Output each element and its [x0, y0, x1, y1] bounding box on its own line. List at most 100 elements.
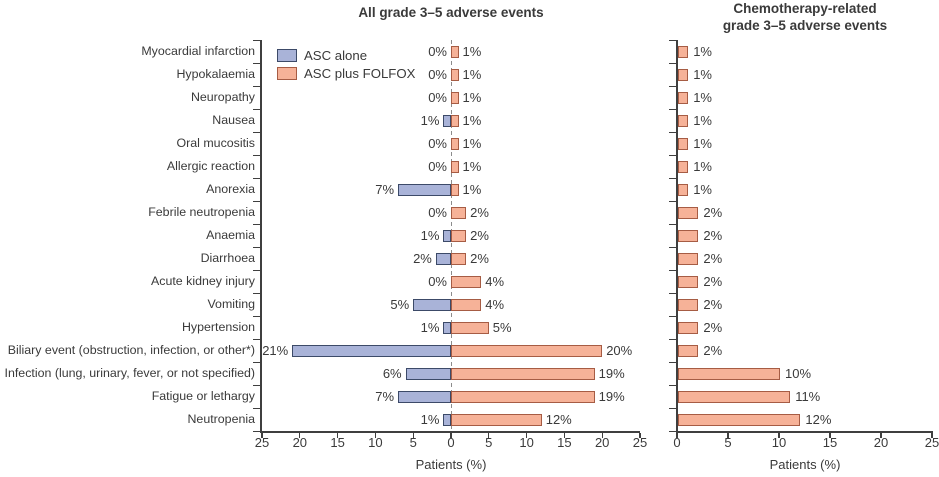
chemo-related-bar — [678, 298, 699, 311]
y-axis-tick — [253, 63, 260, 65]
y-axis-tick — [253, 270, 260, 272]
y-axis-tick — [669, 270, 676, 272]
category-label: Allergic reaction — [166, 159, 255, 173]
asc-alone-bar — [398, 183, 451, 196]
chemo-related-value-label: 1% — [693, 159, 712, 174]
x-axis-tick — [412, 433, 414, 438]
x-axis-tick — [374, 433, 377, 438]
y-axis-tick — [253, 339, 260, 341]
chemo-related-bar — [678, 252, 699, 265]
folfox-bar — [451, 367, 595, 380]
asc-alone-value-label: 21% — [262, 343, 289, 358]
y-axis-tick — [669, 86, 676, 88]
category-label: Infection (lung, urinary, fever, or not … — [4, 366, 255, 380]
asc-alone-value-label: 0% — [428, 274, 447, 289]
category-label: Oral mucositis — [176, 136, 256, 150]
y-axis-tick — [253, 132, 260, 134]
chemo-related-bar — [678, 206, 699, 219]
y-axis-tick — [253, 247, 260, 249]
y-axis-tick — [669, 408, 676, 410]
category-label: Anaemia — [206, 228, 255, 242]
folfox-swatch-icon — [277, 66, 297, 80]
asc-alone-value-label: 5% — [390, 297, 410, 312]
folfox-value-label: 1% — [462, 113, 482, 128]
folfox-bar — [451, 206, 467, 219]
chemo-related-bar — [678, 367, 780, 380]
x-axis-tick — [880, 433, 882, 438]
y-axis-tick — [253, 178, 260, 180]
folfox-value-label: 1% — [462, 159, 482, 174]
x-axis-tick — [829, 433, 831, 438]
chemo-related-bar — [678, 229, 699, 242]
folfox-bar — [451, 114, 459, 127]
x-axis-tick-label: 15 — [557, 435, 572, 450]
y-axis-tick — [253, 385, 260, 387]
asc-alone-bar — [413, 298, 451, 311]
chemo-related-bar — [678, 275, 699, 288]
chemo-related-value-label: 1% — [693, 113, 712, 128]
right-panel-title-line1: Chemotherapy-related — [733, 1, 877, 16]
y-axis-tick — [669, 40, 676, 42]
x-axis-tick-label: 5 — [724, 435, 732, 450]
folfox-value-label: 2% — [470, 251, 489, 266]
chemo-related-value-label: 10% — [785, 366, 812, 381]
x-axis-tick — [299, 433, 301, 438]
chemo-related-value-label: 11% — [795, 389, 821, 404]
x-axis-tick-label: 20 — [292, 435, 308, 450]
asc-alone-bar — [405, 367, 451, 380]
asc-alone-bar — [443, 114, 451, 127]
chemo-related-bar — [678, 160, 689, 173]
y-axis-tick — [253, 362, 260, 364]
right-panel-title-line2: grade 3–5 adverse events — [722, 18, 888, 33]
asc-alone-swatch-icon — [277, 48, 297, 62]
asc-alone-bar — [443, 321, 451, 334]
x-axis-tick — [778, 433, 780, 438]
asc-alone-value-label: 7% — [375, 389, 395, 404]
folfox-bar — [451, 183, 459, 196]
y-axis-tick — [669, 431, 676, 433]
folfox-value-label: 4% — [485, 274, 505, 289]
x-axis-tick-label: 10 — [368, 435, 383, 450]
x-axis-tick-label: 25 — [254, 435, 270, 450]
category-label: Neutropenia — [187, 412, 255, 426]
x-axis-label-left: Patients (%) — [415, 457, 487, 472]
chemo-related-bar — [678, 321, 699, 334]
category-label: Vomiting — [207, 297, 255, 311]
legend-item-asc-alone: ASC alone — [277, 46, 415, 64]
y-axis-tick — [669, 201, 676, 203]
asc-alone-value-label: 7% — [375, 182, 395, 197]
chemo-related-bar — [678, 114, 689, 127]
chemo-related-value-label: 2% — [703, 297, 723, 312]
x-axis-tick-label: 10 — [519, 435, 534, 450]
y-axis-tick — [669, 178, 676, 180]
x-axis-tick — [727, 433, 729, 438]
folfox-bar — [451, 68, 459, 81]
chemo-related-value-label: 2% — [703, 228, 723, 243]
folfox-bar — [451, 344, 603, 357]
y-axis-tick — [669, 293, 676, 295]
folfox-bar — [451, 91, 459, 104]
chemo-related-value-label: 1% — [693, 136, 712, 151]
asc-alone-value-label: 0% — [428, 136, 447, 151]
y-axis-tick — [253, 431, 260, 433]
folfox-value-label: 5% — [492, 320, 512, 335]
folfox-value-label: 1% — [462, 44, 482, 59]
left-panel-title: All grade 3–5 adverse events — [358, 5, 544, 20]
x-axis-tick — [261, 433, 263, 438]
x-axis-tick — [931, 433, 933, 438]
category-label: Fatigue or lethargy — [151, 389, 255, 403]
y-axis-tick — [253, 40, 260, 42]
category-label: Hypokalaemia — [176, 67, 255, 81]
y-axis-tick — [253, 224, 260, 226]
y-axis-tick — [669, 132, 676, 134]
x-axis-tick-label: 25 — [632, 435, 648, 450]
x-axis-tick — [450, 433, 452, 438]
category-label: Nausea — [212, 113, 255, 127]
category-label: Acute kidney injury — [151, 274, 255, 288]
asc-alone-value-label: 1% — [420, 113, 440, 128]
chemo-related-value-label: 2% — [703, 320, 723, 335]
x-axis-tick-label: 10 — [771, 435, 787, 450]
category-label: Biliary event (obstruction, infection, o… — [7, 343, 255, 357]
y-axis-tick — [253, 109, 260, 111]
